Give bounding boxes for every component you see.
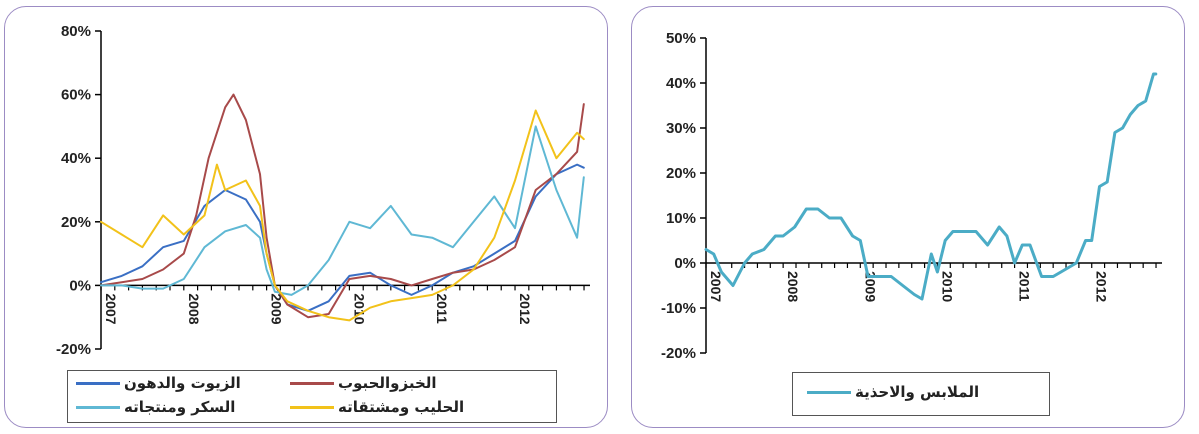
y-tick-label: 30% xyxy=(666,120,696,137)
x-tick-label: 2009 xyxy=(269,293,285,324)
chart-clothing: -20% -10% 0% 10% 20% 30% 40% 50% 2007 2008 2009 201… xyxy=(661,30,1162,362)
x-tick-label: 2012 xyxy=(1094,271,1110,302)
y-tick-label: 40% xyxy=(61,150,91,167)
y-tick-label: -20% xyxy=(661,345,696,362)
legend-swatch xyxy=(807,390,851,394)
x-tick-label: 2007 xyxy=(103,293,119,324)
legend-swatch xyxy=(76,405,120,409)
legend-item-3: الحليب ومشتقاته xyxy=(290,398,464,416)
series-line-0 xyxy=(704,72,1158,301)
x-tick-label: 2008 xyxy=(785,271,801,302)
x-tick-label: 2010 xyxy=(939,271,955,302)
legend-item-0: الزيوت والدهون xyxy=(76,374,241,392)
y-tick-label: -10% xyxy=(661,300,696,317)
x-tick-label: 2012 xyxy=(517,293,533,324)
y-tick-label: 0% xyxy=(674,255,696,272)
y-tick-label: 50% xyxy=(666,30,696,47)
y-tick-label: 0% xyxy=(69,277,91,294)
legend-swatch xyxy=(290,405,334,409)
legend-label: الخبزوالحبوب xyxy=(338,374,437,392)
y-tick-label: 60% xyxy=(61,87,91,104)
x-tick-label: 2008 xyxy=(186,293,202,324)
legend-label: السكر ومنتجاته xyxy=(124,398,236,416)
legend-swatch xyxy=(290,381,334,385)
y-tick-label: 20% xyxy=(666,165,696,182)
legend-label: الحليب ومشتقاته xyxy=(338,398,465,416)
x-tick-label: 2010 xyxy=(351,293,367,324)
legend-label: الملابس والاحذية xyxy=(855,383,980,401)
series-line-2 xyxy=(100,125,585,296)
legend-item-1: الخبزوالحبوب xyxy=(290,374,437,392)
x-tick-label: 2009 xyxy=(862,271,878,302)
series-line-3 xyxy=(100,109,585,322)
legend-label: الزيوت والدهون xyxy=(124,374,241,392)
y-tick-label: -20% xyxy=(56,341,91,358)
legend-item-0: الملابس والاحذية xyxy=(807,383,979,401)
chart-panel-clothing: -20% -10% 0% 10% 20% 30% 40% 50% 2007 2008 2009 201… xyxy=(631,6,1185,428)
x-tick-label: 2011 xyxy=(1017,271,1033,302)
x-tick-label: 2007 xyxy=(708,271,724,302)
y-tick-label: 40% xyxy=(666,75,696,92)
series-line-0 xyxy=(100,163,585,312)
y-tick-label: 20% xyxy=(61,214,91,231)
y-tick-label: 80% xyxy=(61,23,91,40)
chart-food: -20% 0% 20% 40% 60% 80% 2007 2008 2009 2010 2011 20… xyxy=(56,23,590,358)
x-tick-label: 2011 xyxy=(434,293,450,324)
legend-item-2: السكر ومنتجاته xyxy=(76,398,235,416)
legend-swatch xyxy=(76,381,120,385)
legend-clothing: الملابس والاحذية xyxy=(792,372,1050,416)
legend-food: الزيوت والدهون الخبزوالحبوب السكر ومنتجاته… xyxy=(67,370,557,423)
chart-panel-food: -20% 0% 20% 40% 60% 80% 2007 2008 2009 2010 2011 20… xyxy=(4,6,608,428)
y-tick-label: 10% xyxy=(666,210,696,227)
